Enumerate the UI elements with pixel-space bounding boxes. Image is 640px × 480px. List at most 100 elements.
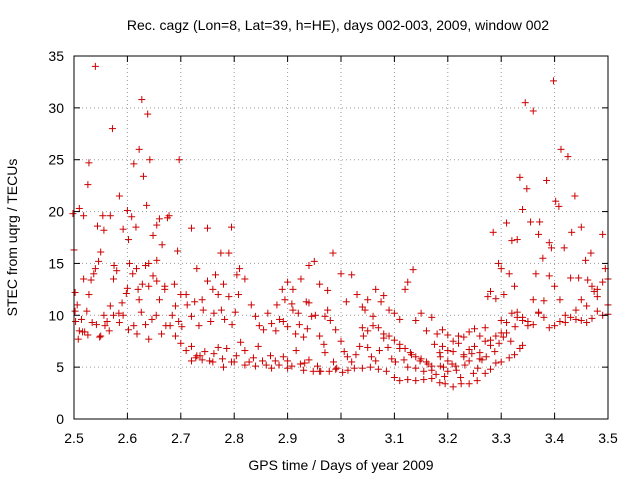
data-point	[401, 285, 409, 293]
data-point	[436, 362, 444, 370]
data-point	[175, 156, 183, 164]
data-point	[171, 332, 179, 340]
chart-title: Rec. cagz (Lon=8, Lat=39, h=HE), days 00…	[127, 17, 549, 33]
data-point	[245, 358, 253, 366]
data-point	[412, 377, 420, 385]
data-point	[217, 306, 225, 314]
data-point	[342, 298, 350, 306]
data-point	[85, 291, 93, 299]
x-tick-label: 2.8	[224, 430, 244, 446]
data-point	[388, 355, 396, 363]
data-point	[96, 333, 104, 341]
points	[69, 62, 612, 391]
data-point	[193, 352, 201, 360]
data-point	[314, 362, 322, 370]
data-point	[417, 355, 425, 363]
data-point	[148, 315, 156, 323]
y-tick-label: 35	[48, 48, 64, 64]
data-point	[492, 295, 500, 303]
data-point	[505, 354, 513, 362]
data-point	[560, 244, 568, 252]
data-point	[178, 323, 186, 331]
data-point	[428, 375, 436, 383]
data-point	[311, 311, 319, 319]
data-point	[390, 336, 398, 344]
data-point	[543, 176, 551, 184]
data-point	[132, 223, 140, 231]
data-point	[545, 324, 553, 332]
data-point	[401, 344, 409, 352]
data-point	[497, 358, 505, 366]
x-tick-label: 3.1	[385, 430, 405, 446]
data-point	[97, 248, 105, 256]
data-point	[476, 332, 484, 340]
data-point	[296, 360, 304, 368]
data-point	[177, 339, 185, 347]
data-point	[71, 288, 79, 296]
data-point	[361, 306, 369, 314]
data-point	[561, 311, 569, 319]
data-point	[100, 226, 108, 234]
data-point	[588, 314, 596, 322]
data-point	[465, 328, 473, 336]
data-point	[372, 357, 380, 365]
x-tick-label: 3.5	[598, 430, 618, 446]
data-point	[115, 192, 123, 200]
data-point	[161, 282, 169, 290]
data-point	[457, 380, 465, 388]
data-point	[417, 309, 425, 317]
data-point	[71, 307, 79, 315]
data-point	[93, 222, 101, 230]
data-point	[279, 318, 287, 326]
data-point	[138, 96, 146, 104]
data-point	[593, 285, 601, 293]
data-point	[95, 257, 103, 265]
data-point	[337, 337, 345, 345]
data-point	[457, 374, 465, 382]
data-point	[230, 358, 238, 366]
data-point	[101, 322, 109, 330]
data-point	[74, 335, 82, 343]
data-point	[489, 228, 497, 236]
data-point	[539, 254, 547, 262]
data-point	[584, 276, 592, 284]
data-point	[567, 313, 575, 321]
data-point	[204, 277, 211, 285]
data-point	[471, 342, 478, 350]
data-point	[358, 364, 366, 372]
data-point	[264, 309, 272, 317]
data-point	[552, 197, 560, 205]
data-point	[390, 309, 398, 317]
x-axis-label: GPS time / Days of year 2009	[248, 457, 433, 473]
data-point	[545, 239, 553, 247]
data-point	[288, 362, 296, 370]
data-point	[191, 298, 199, 306]
data-point	[278, 285, 286, 293]
data-point	[267, 352, 275, 360]
data-point	[133, 330, 141, 338]
data-point	[495, 259, 503, 267]
data-point	[441, 380, 449, 388]
data-point	[523, 185, 531, 193]
data-point	[471, 325, 478, 333]
data-point	[187, 342, 195, 350]
data-point	[305, 356, 313, 364]
data-point	[303, 325, 311, 333]
data-point	[210, 309, 218, 317]
data-point	[505, 270, 513, 278]
data-point	[404, 376, 412, 384]
data-point	[353, 291, 361, 299]
data-point	[316, 367, 324, 375]
data-point	[438, 342, 446, 350]
data-point	[132, 265, 140, 273]
data-point	[252, 312, 260, 320]
data-point	[536, 218, 544, 226]
y-tick-label: 0	[56, 411, 64, 427]
data-point	[115, 319, 123, 327]
data-point	[430, 340, 438, 348]
data-point	[295, 321, 303, 329]
data-point	[106, 212, 114, 220]
data-point	[384, 343, 392, 351]
data-point	[465, 346, 473, 354]
